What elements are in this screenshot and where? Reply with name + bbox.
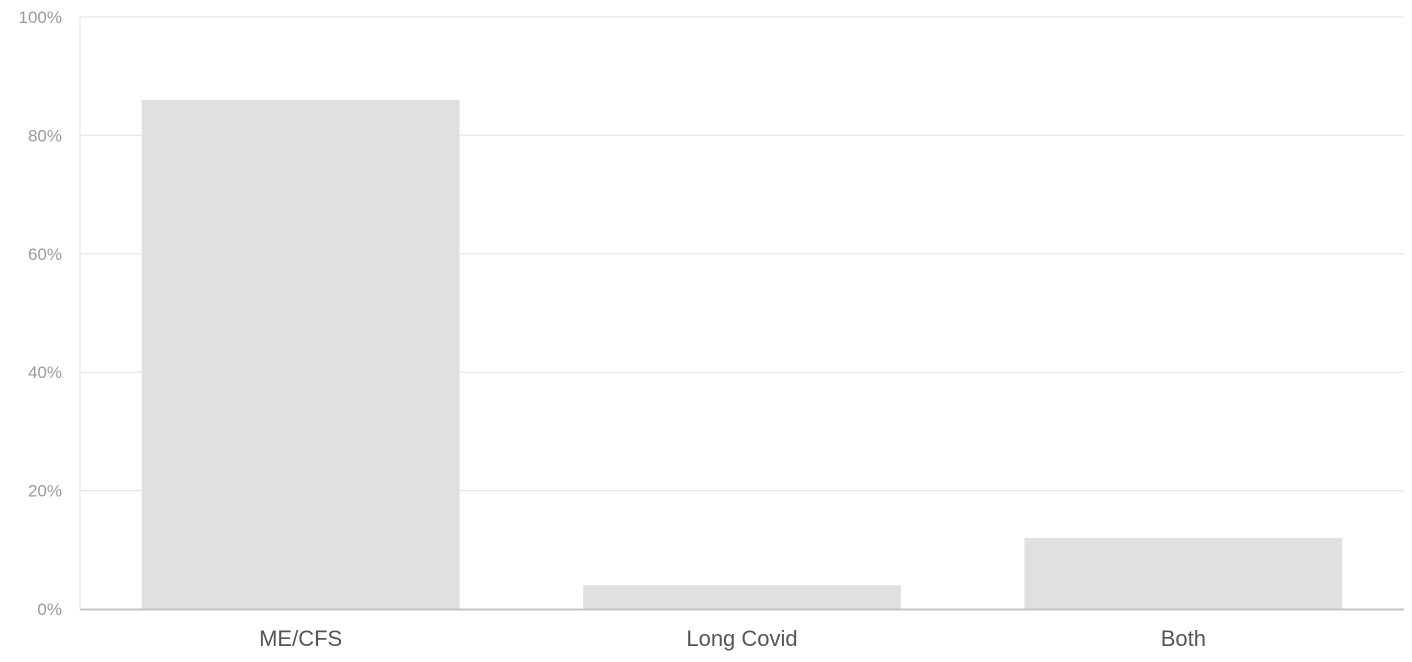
y-tick-label: 0% <box>37 600 62 619</box>
y-tick-label: 40% <box>28 363 62 382</box>
y-tick-label: 100% <box>19 8 62 27</box>
bar <box>141 99 460 609</box>
y-tick-label: 80% <box>28 126 62 145</box>
bars <box>141 99 1343 609</box>
x-tick-label: Long Covid <box>686 626 797 651</box>
y-tick-label: 60% <box>28 245 62 264</box>
y-tick-labels: 0% 20% 40% 60% 80% 100% <box>19 8 62 619</box>
x-tick-label: ME/CFS <box>259 626 342 651</box>
x-tick-labels: ME/CFS Long Covid Both <box>259 626 1206 651</box>
bar <box>1024 537 1343 609</box>
bar <box>583 585 901 609</box>
y-tick-label: 20% <box>28 482 62 501</box>
x-tick-label: Both <box>1161 626 1206 651</box>
axes <box>79 17 1404 611</box>
